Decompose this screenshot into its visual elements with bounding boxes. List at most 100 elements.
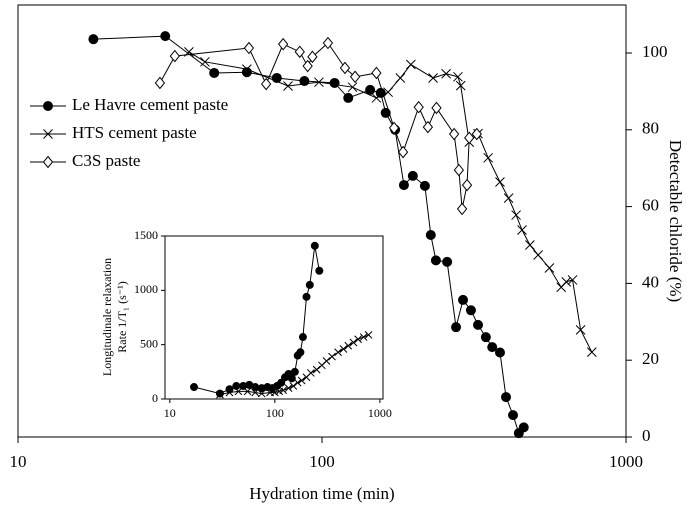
data-point <box>289 382 298 390</box>
data-point <box>586 347 597 357</box>
y-tick-label: 1500 <box>134 228 158 242</box>
data-point <box>160 31 171 42</box>
data-point <box>251 388 260 397</box>
data-point <box>306 369 315 377</box>
data-point <box>296 348 305 357</box>
y-tick-label: 40 <box>642 272 659 291</box>
legend-label: Le Havre cement paste <box>72 95 228 114</box>
data-point <box>533 250 543 260</box>
data-point <box>257 389 266 398</box>
inset-y-label: Rate 1/T₁ (s⁻¹) <box>115 281 129 352</box>
data-point <box>458 294 469 305</box>
data-point <box>232 381 241 390</box>
data-point <box>422 120 434 134</box>
legend-marker <box>43 129 53 139</box>
data-point <box>380 107 391 118</box>
data-point <box>277 37 289 51</box>
data-point <box>287 374 296 383</box>
data-point <box>395 73 406 83</box>
data-point <box>383 87 393 98</box>
data-point <box>314 77 324 88</box>
data-point <box>354 335 362 344</box>
plot-frame <box>164 235 384 400</box>
data-point <box>453 71 463 82</box>
legend-marker <box>42 155 54 169</box>
data-point <box>343 92 354 103</box>
data-point <box>277 378 286 387</box>
y-tick-label: 60 <box>642 196 659 215</box>
data-point <box>297 376 306 385</box>
data-point <box>397 145 409 159</box>
data-point <box>371 66 382 80</box>
inset-y-label: Longitudinale relaxation <box>100 258 114 376</box>
data-point <box>349 338 358 347</box>
data-point <box>243 387 252 396</box>
data-point <box>293 378 302 387</box>
y-tick-label: 0 <box>642 426 651 445</box>
data-point <box>305 280 314 289</box>
data-point <box>302 59 313 73</box>
data-point <box>364 331 373 339</box>
data-point <box>225 388 234 397</box>
data-point <box>464 131 475 145</box>
y-tick-label: 100 <box>642 42 668 61</box>
data-point <box>359 333 368 341</box>
series-line <box>188 51 593 353</box>
data-point <box>347 82 358 93</box>
data-point <box>302 292 311 301</box>
x-tick-label: 1000 <box>609 452 643 471</box>
data-point <box>279 386 288 395</box>
data-point <box>483 152 494 163</box>
y-tick-label: 20 <box>642 349 659 368</box>
data-point <box>225 385 234 394</box>
data-point <box>461 178 473 192</box>
x-tick-label: 10 <box>10 452 27 471</box>
legend-label: HTS cement paste <box>72 123 197 142</box>
data-point <box>284 384 293 392</box>
data-point <box>344 341 353 350</box>
y-tick-label: 1000 <box>134 282 158 296</box>
x-tick-label: 10 <box>164 406 176 420</box>
data-point <box>473 319 484 330</box>
data-point <box>312 365 321 374</box>
data-point <box>567 275 578 285</box>
data-point <box>334 348 342 357</box>
data-point <box>283 81 293 91</box>
data-point <box>517 225 527 235</box>
data-point <box>216 390 224 399</box>
data-point <box>169 49 180 63</box>
data-point <box>290 367 299 376</box>
data-point <box>339 61 351 75</box>
x-tick-label: 100 <box>309 452 335 471</box>
data-point <box>575 325 586 335</box>
data-point <box>209 67 220 78</box>
data-point <box>398 180 409 191</box>
data-point <box>428 73 438 83</box>
data-point <box>503 193 514 204</box>
data-point <box>310 241 319 250</box>
y-tick-label: 80 <box>642 119 659 138</box>
data-point <box>501 392 512 403</box>
legend-marker <box>43 101 53 111</box>
legend-label: C3S paste <box>72 151 140 170</box>
data-point <box>451 322 462 333</box>
data-point <box>425 230 436 241</box>
data-point <box>243 41 255 55</box>
data-point <box>329 77 340 88</box>
data-point <box>322 36 334 50</box>
data-point <box>298 333 307 342</box>
x-tick-label: 100 <box>266 406 284 420</box>
data-point <box>431 101 442 115</box>
data-point <box>200 56 210 67</box>
data-point <box>271 388 279 397</box>
data-point <box>307 50 318 64</box>
y-axis-label: Detectable chloride (%) <box>666 140 685 302</box>
data-point <box>453 163 465 177</box>
data-point <box>234 387 243 396</box>
data-point <box>465 305 476 316</box>
data-point <box>455 80 466 91</box>
data-point <box>419 180 430 191</box>
data-point <box>88 34 99 45</box>
data-point <box>442 256 453 267</box>
